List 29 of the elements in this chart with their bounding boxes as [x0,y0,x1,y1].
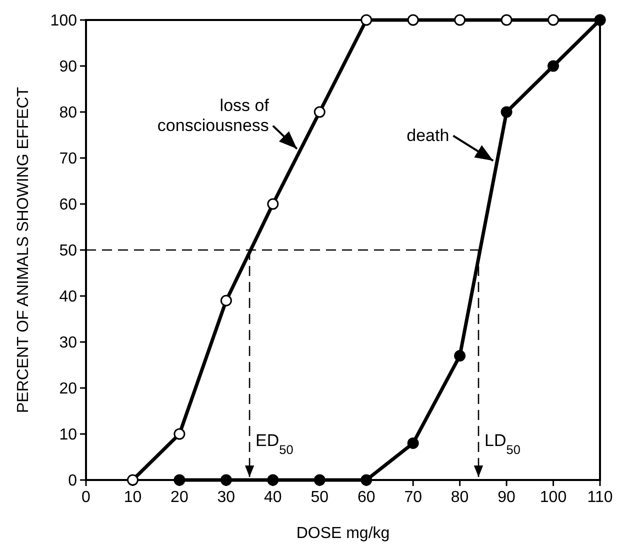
x-tick-label: 100 [540,489,567,506]
x-tick-label: 40 [264,489,282,506]
y-tick-label: 40 [59,288,78,306]
x-tick-label: 20 [170,489,188,506]
x-tick-label: 10 [124,489,142,506]
y-tick-label: 10 [59,426,78,444]
y-tick-label: 30 [59,334,78,352]
x-tick-label: 70 [404,489,422,506]
x-tick-label: 60 [357,489,376,506]
x-tick-label: 0 [82,489,91,506]
y-tick-label: 80 [59,104,78,122]
x-tick-label: 80 [450,489,469,506]
ref-line-label: ED$_{50}$ [256,431,294,456]
text: loss of consciousness [157,96,270,135]
x-tick-label: 90 [498,489,516,506]
y-tick-label: 0 [68,472,78,490]
text: death [406,126,450,145]
x-tick-label: 110 [587,489,613,506]
x-tick-label: 30 [217,489,236,506]
x-tick-label: 50 [310,489,329,506]
y-tick-label: 70 [59,150,78,168]
y-tick-label: 20 [59,380,78,398]
y-axis-title: PERCENT OF ANIMALS SHOWING EFFECT [15,86,32,413]
y-tick-label: 60 [59,196,78,214]
ref-line-label: LD$_{50}$ [484,431,520,456]
y-tick-label: 90 [59,58,78,76]
y-tick-label: 50 [59,242,78,260]
y-tick-label: 100 [50,12,78,30]
x-axis-title: DOSE mg/kg [296,525,390,542]
